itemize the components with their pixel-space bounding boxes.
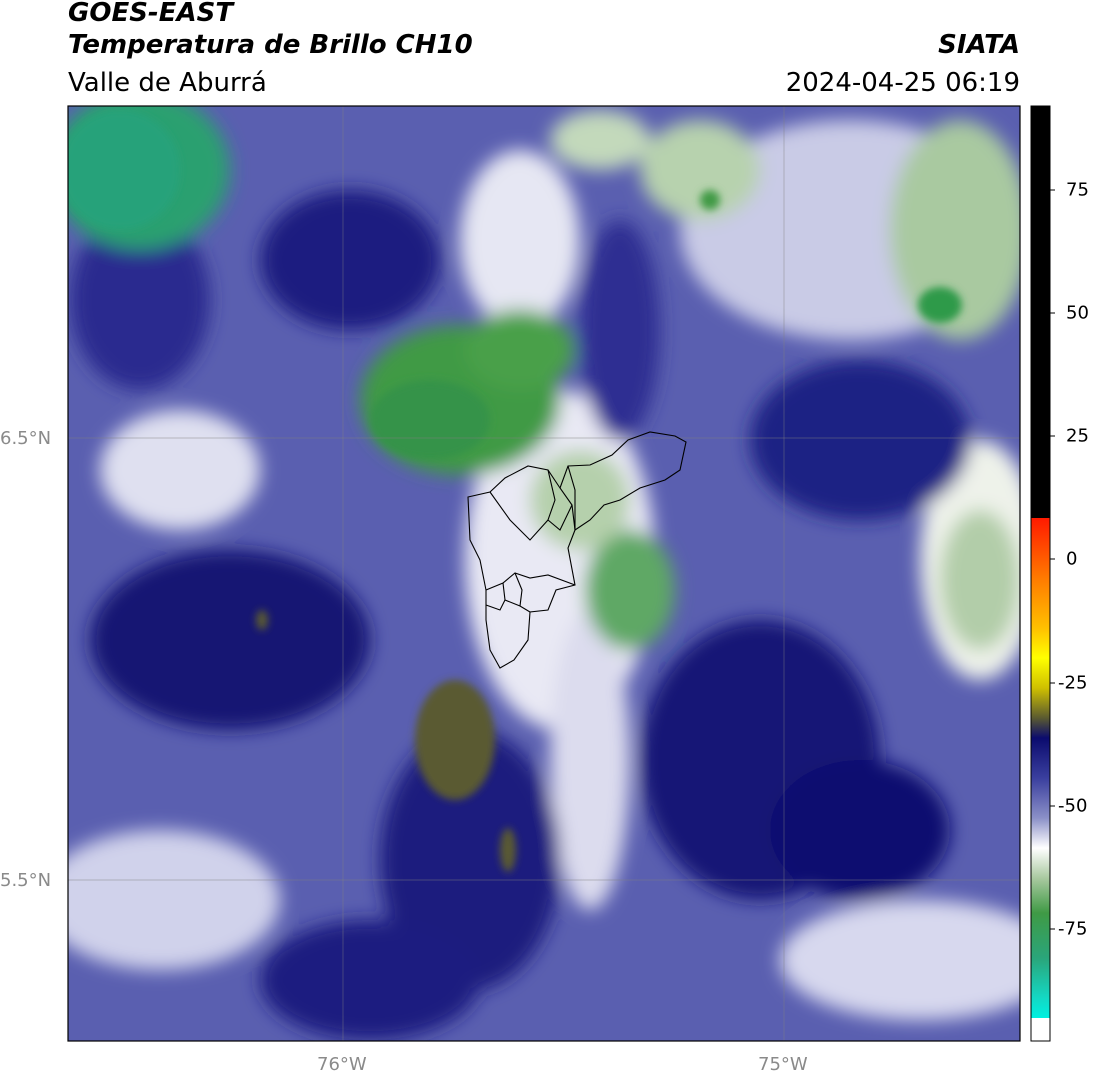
colorbar-tick-50: 50 bbox=[1066, 302, 1089, 324]
colorbar-tick-neg25: -25 bbox=[1058, 672, 1088, 694]
colorbar-tick-neg50: -50 bbox=[1058, 795, 1088, 817]
municipal-boundaries bbox=[467, 431, 687, 669]
datetime-label: 2024-04-25 06:19 bbox=[785, 68, 1020, 98]
colorbar-tick-75: 75 bbox=[1066, 179, 1089, 201]
colorbar-tick-25: 25 bbox=[1066, 425, 1089, 447]
lon-label-76w: 76°W bbox=[317, 1054, 367, 1075]
colorbar-gradient bbox=[1031, 518, 1050, 1018]
colorbar-tick-0: 0 bbox=[1066, 548, 1078, 570]
colorbar-frame bbox=[1030, 105, 1051, 1042]
channel-title: Temperatura de Brillo CH10 bbox=[68, 30, 473, 60]
product-title: GOES-EAST bbox=[68, 0, 234, 28]
map-frame bbox=[67, 105, 1021, 1042]
region-title: Valle de Aburrá bbox=[68, 68, 267, 98]
colorbar-black-segment bbox=[1031, 106, 1050, 518]
org-label: SIATA bbox=[938, 30, 1020, 60]
colorbar-white-segment bbox=[1031, 1018, 1050, 1041]
brightness-temperature-field bbox=[68, 106, 1020, 1041]
colorbar bbox=[1030, 105, 1055, 1042]
lat-label-5-5n: 5.5°N bbox=[0, 870, 52, 891]
lon-label-75w: 75°W bbox=[758, 1054, 808, 1075]
colorbar-tick-neg75: -75 bbox=[1058, 918, 1088, 940]
lat-label-6-5n: 6.5°N bbox=[0, 428, 52, 449]
